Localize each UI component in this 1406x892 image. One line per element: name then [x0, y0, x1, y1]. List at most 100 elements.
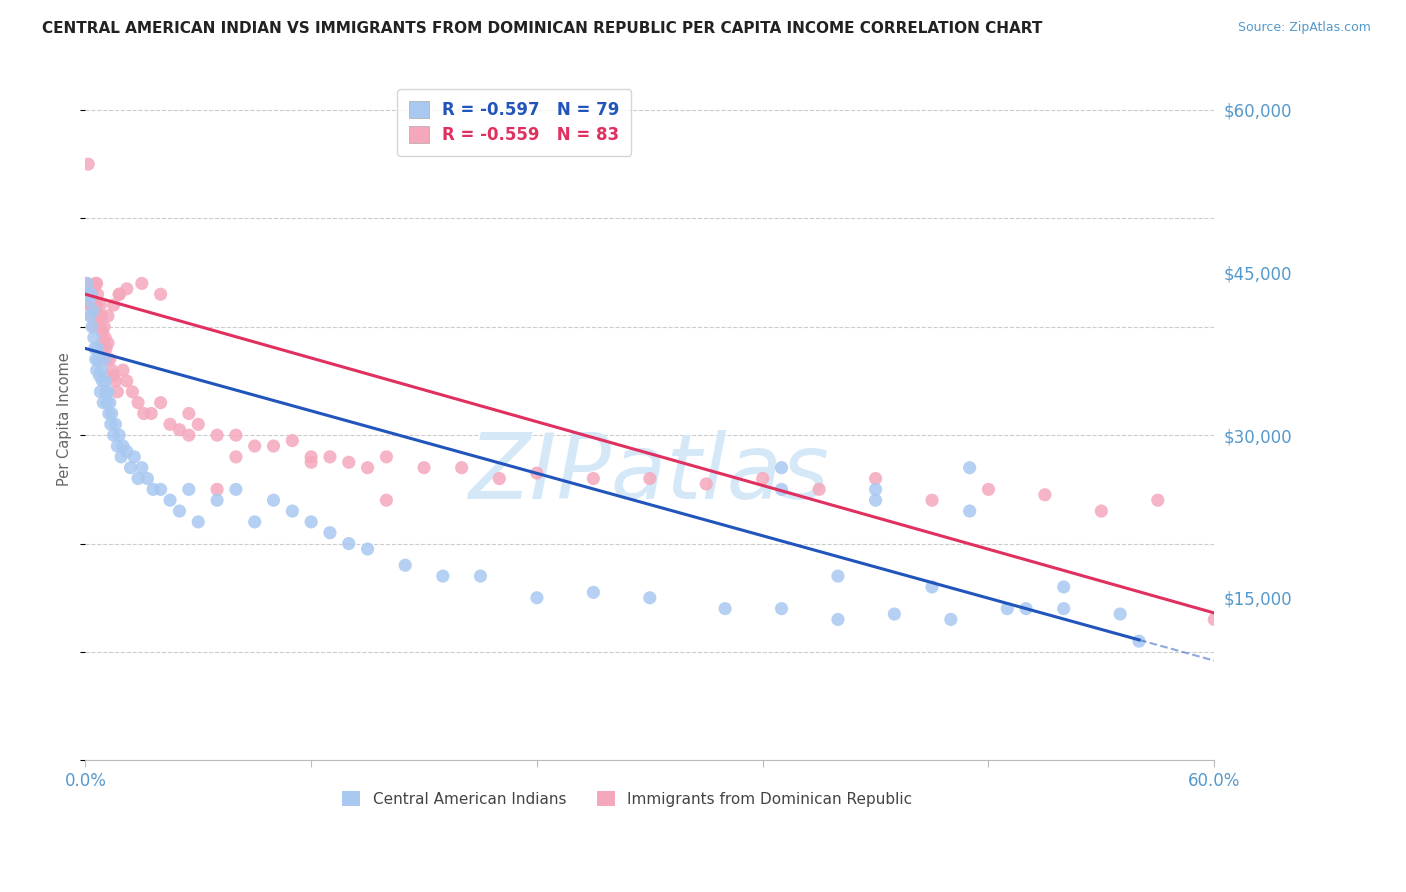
Point: [115, 444, 138, 458]
Point: [115, 374, 138, 388]
Legend: Central American Indians, Immigrants from Dominican Republic: Central American Indians, Immigrants fro…: [335, 783, 920, 814]
Point: [105, 439, 128, 453]
Point: [337, 455, 360, 469]
Point: [115, 282, 138, 296]
Point: [977, 483, 1000, 497]
Point: [243, 515, 266, 529]
Point: [83, 298, 105, 312]
Point: [695, 477, 717, 491]
Point: [751, 471, 773, 485]
Point: [94, 330, 117, 344]
Point: [263, 439, 285, 453]
Point: [86, 287, 108, 301]
Point: [205, 483, 228, 497]
Point: [1204, 612, 1226, 626]
Point: [111, 439, 134, 453]
Point: [281, 504, 304, 518]
Point: [77, 293, 100, 307]
Text: CENTRAL AMERICAN INDIAN VS IMMIGRANTS FROM DOMINICAN REPUBLIC PER CAPITA INCOME : CENTRAL AMERICAN INDIAN VS IMMIGRANTS FR…: [42, 21, 1043, 36]
Point: [94, 342, 117, 356]
Point: [149, 287, 172, 301]
Point: [103, 298, 125, 312]
Point: [131, 460, 153, 475]
Point: [638, 471, 661, 485]
Point: [1053, 601, 1076, 615]
Point: [86, 342, 108, 356]
Point: [89, 368, 111, 383]
Point: [177, 407, 200, 421]
Point: [205, 428, 228, 442]
Point: [103, 368, 125, 383]
Point: [865, 493, 887, 508]
Point: [108, 287, 131, 301]
Point: [141, 407, 163, 421]
Point: [86, 277, 108, 291]
Point: [91, 342, 114, 356]
Point: [80, 309, 103, 323]
Point: [120, 460, 142, 475]
Point: [77, 287, 100, 301]
Point: [89, 298, 111, 312]
Point: [100, 417, 122, 432]
Point: [488, 471, 510, 485]
Point: [299, 455, 322, 469]
Point: [169, 504, 191, 518]
Point: [714, 601, 737, 615]
Point: [83, 342, 105, 356]
Point: [80, 287, 103, 301]
Point: [89, 319, 111, 334]
Point: [865, 483, 887, 497]
Point: [103, 428, 125, 442]
Point: [77, 298, 100, 312]
Point: [121, 384, 143, 399]
Point: [319, 450, 342, 464]
Point: [90, 309, 112, 323]
Point: [111, 363, 134, 377]
Point: [108, 428, 131, 442]
Point: [86, 298, 108, 312]
Point: [319, 525, 342, 540]
Point: [93, 352, 115, 367]
Point: [127, 471, 149, 485]
Point: [225, 483, 247, 497]
Point: [79, 309, 101, 323]
Point: [827, 569, 849, 583]
Point: [89, 384, 111, 399]
Point: [77, 282, 100, 296]
Point: [526, 466, 548, 480]
Point: [91, 336, 114, 351]
Point: [1033, 488, 1056, 502]
Point: [243, 439, 266, 453]
Point: [132, 407, 155, 421]
Point: [94, 374, 117, 388]
Point: [375, 493, 398, 508]
Point: [142, 483, 165, 497]
Point: [82, 282, 104, 296]
Point: [82, 293, 104, 307]
Point: [75, 277, 97, 291]
Point: [470, 569, 492, 583]
Point: [149, 483, 172, 497]
Point: [110, 450, 132, 464]
Point: [582, 471, 605, 485]
Point: [299, 515, 322, 529]
Point: [86, 363, 108, 377]
Point: [83, 330, 105, 344]
Text: Source: ZipAtlas.com: Source: ZipAtlas.com: [1237, 21, 1371, 34]
Point: [80, 319, 103, 334]
Text: ZIPatlas: ZIPatlas: [470, 430, 830, 517]
Point: [100, 363, 122, 377]
Point: [959, 504, 981, 518]
Point: [149, 395, 172, 409]
Point: [921, 493, 943, 508]
Point: [865, 471, 887, 485]
Point: [1015, 601, 1038, 615]
Point: [827, 612, 849, 626]
Point: [91, 374, 114, 388]
Point: [98, 352, 121, 367]
Point: [84, 277, 107, 291]
Point: [1146, 493, 1168, 508]
Point: [526, 591, 548, 605]
Point: [80, 287, 103, 301]
Point: [105, 384, 128, 399]
